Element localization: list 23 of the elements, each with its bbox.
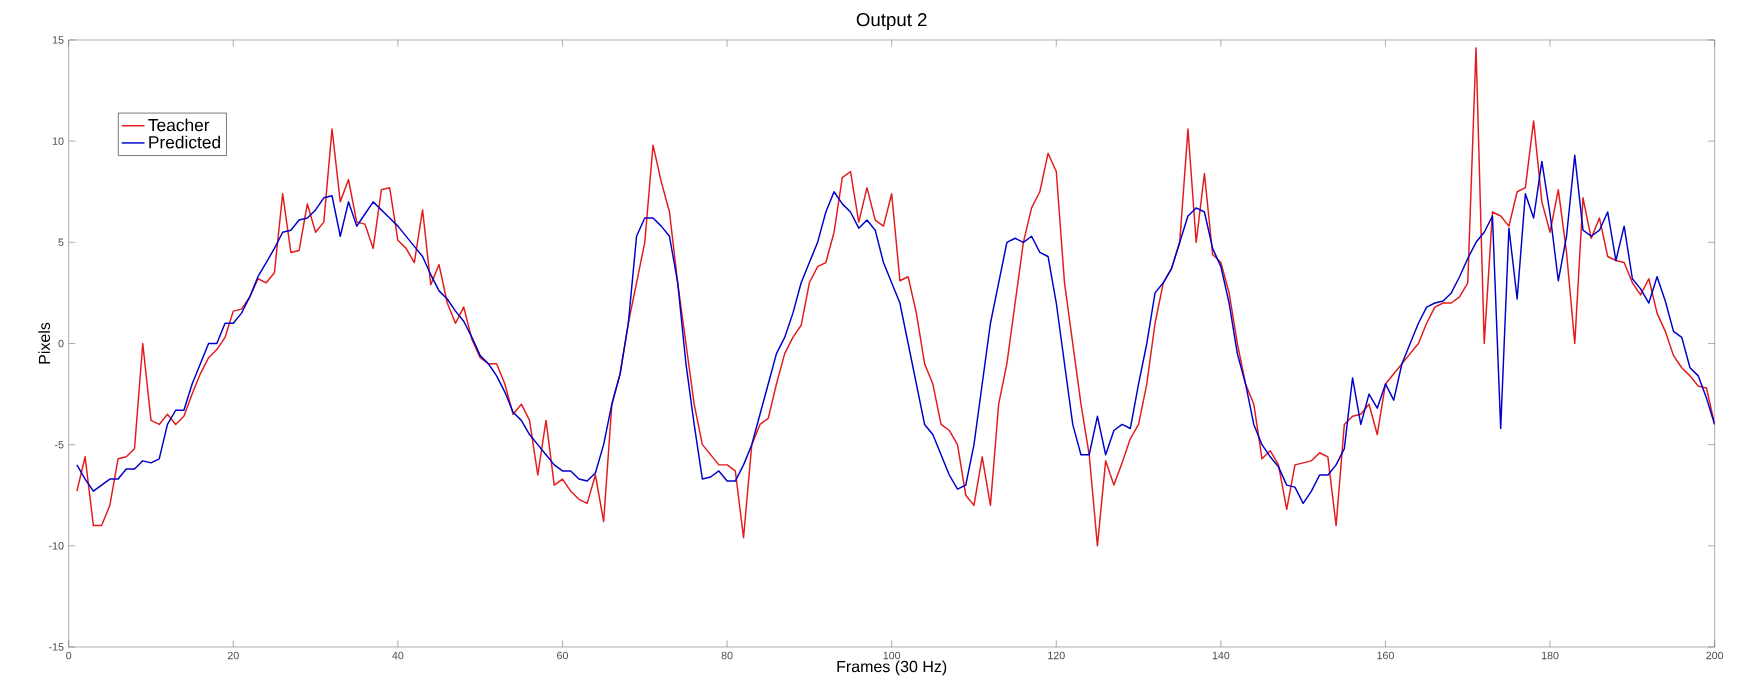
y-tick-label: -15 bbox=[49, 643, 64, 651]
x-tick-label: 60 bbox=[557, 651, 568, 660]
y-tick-label: -10 bbox=[49, 542, 64, 550]
x-tick-label: 180 bbox=[1541, 651, 1559, 660]
y-tick-label: 0 bbox=[58, 339, 64, 348]
chart-title: Output 2 bbox=[856, 13, 927, 30]
x-axis-title: Frames (30 Hz) bbox=[837, 660, 947, 676]
x-tick-label: 0 bbox=[66, 651, 72, 660]
y-axis-title: Pixels bbox=[38, 322, 51, 364]
legend-label: Predicted bbox=[149, 135, 220, 149]
x-tick-label: 160 bbox=[1377, 651, 1394, 660]
y-tick-label: 5 bbox=[58, 238, 64, 247]
x-tick-label: 100 bbox=[883, 651, 901, 660]
x-tick-label: 20 bbox=[227, 651, 239, 660]
legend-label: Teacher bbox=[148, 118, 210, 132]
x-tick-label: 200 bbox=[1706, 651, 1724, 660]
y-tick-label: 10 bbox=[52, 137, 64, 145]
x-tick-label: 140 bbox=[1212, 651, 1230, 660]
x-tick-label: 80 bbox=[721, 651, 733, 660]
x-tick-label: 120 bbox=[1048, 651, 1065, 660]
y-tick-label: 15 bbox=[52, 36, 64, 44]
y-tick-label: -5 bbox=[54, 440, 64, 449]
x-tick-label: 40 bbox=[392, 651, 404, 660]
